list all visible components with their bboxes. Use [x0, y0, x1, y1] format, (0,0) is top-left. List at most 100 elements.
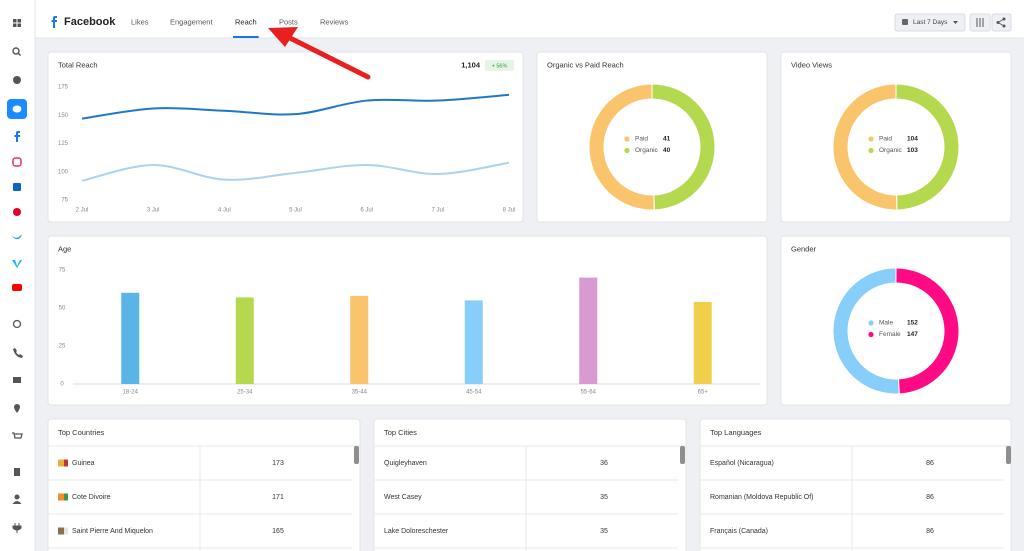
legend-swatch	[624, 147, 630, 154]
legend-value: 104	[907, 136, 918, 143]
y-tick-label: 50	[59, 306, 66, 312]
y-tick-label: 125	[58, 141, 69, 147]
legend-swatch	[868, 331, 874, 338]
tab[interactable]: Engagement	[170, 17, 213, 26]
bar	[350, 295, 369, 384]
x-tick-label: 2 Jul	[76, 208, 89, 214]
instagram-icon[interactable]	[12, 157, 22, 167]
whatsapp-icon[interactable]	[12, 319, 22, 329]
sidebar-icons	[7, 19, 27, 533]
date-range-button[interactable]	[894, 13, 966, 32]
row-value: 36	[600, 460, 608, 467]
x-tick-label: 7 Jul	[431, 208, 444, 214]
flag-stripe	[64, 493, 68, 501]
table-title: Top Cities	[384, 428, 417, 437]
line-series	[81, 161, 510, 182]
vimeo-icon[interactable]	[12, 260, 22, 268]
row-label: Cote Divoire	[72, 494, 111, 501]
bar	[235, 297, 254, 384]
card-title: Video Views	[791, 60, 832, 69]
row-label: Quigleyhaven	[384, 460, 427, 467]
change-label: + 56%	[492, 63, 508, 69]
dropdown-caret	[953, 21, 958, 24]
y-tick-label: 0	[60, 382, 64, 388]
tab[interactable]: Posts	[279, 17, 298, 26]
bar	[464, 300, 483, 384]
row-label: Guinea	[72, 460, 95, 467]
tab[interactable]: Likes	[131, 17, 149, 26]
card-top-languages	[699, 418, 1012, 551]
row-label: West Casey	[384, 494, 422, 501]
row-value: 173	[272, 460, 284, 467]
facebook-icon[interactable]	[14, 131, 21, 142]
legend-swatch	[868, 147, 874, 154]
x-tick-label: 8 Jul	[503, 208, 516, 214]
location-icon[interactable]	[14, 404, 20, 413]
line-series	[81, 93, 510, 120]
flag-stripe	[64, 527, 68, 535]
card-title: Gender	[791, 244, 817, 253]
tabs: Likes Engagement Reach Posts Reviews	[131, 17, 349, 38]
settings-icon	[976, 18, 984, 27]
twitter-icon[interactable]	[12, 234, 22, 239]
document-icon[interactable]	[14, 468, 20, 476]
phone-icon[interactable]	[13, 348, 23, 358]
legend-swatch	[624, 136, 630, 142]
donut-slice	[895, 83, 960, 211]
row-value: 86	[926, 528, 934, 535]
card-organic-paid	[536, 51, 768, 223]
row-value: 35	[600, 494, 608, 501]
legend-value: 41	[663, 136, 671, 143]
card-video-views	[780, 51, 1012, 223]
y-tick-label: 175	[58, 85, 69, 91]
legend-swatch	[868, 320, 874, 326]
card-title: Total Reach	[58, 60, 98, 69]
chat-bubble	[12, 105, 22, 113]
legend-label: Paid	[635, 136, 648, 143]
row-label: Español (Nicaragua)	[710, 460, 774, 467]
card-top-cities	[373, 418, 687, 551]
tab[interactable]: Reach	[235, 17, 257, 26]
card-title: Age	[58, 244, 71, 253]
share-icon	[996, 17, 1006, 28]
y-tick-label: 75	[59, 268, 66, 274]
share-button[interactable]	[991, 13, 1012, 32]
pinterest-icon[interactable]	[13, 208, 21, 216]
legend-label: Female	[879, 331, 901, 338]
flag-stripe	[64, 459, 68, 467]
flag-icon	[58, 493, 68, 501]
scrollbar	[1006, 446, 1011, 464]
y-tick-label: 100	[58, 169, 69, 175]
reports-icon[interactable]	[13, 76, 21, 84]
search-icon[interactable]	[12, 47, 21, 56]
top-bar	[0, 0, 1024, 38]
linkedin-icon[interactable]	[13, 183, 21, 191]
x-tick-label: 6 Jul	[360, 208, 373, 214]
change-badge	[485, 60, 514, 71]
mail-icon[interactable]	[13, 377, 21, 383]
tab[interactable]: Reviews	[320, 17, 349, 26]
card-total: 1,104	[461, 60, 481, 69]
x-tick-label: 3 Jul	[147, 208, 160, 214]
card-total-reach	[47, 51, 524, 223]
y-tick-label: 25	[59, 344, 66, 350]
page-title: Facebook	[64, 16, 116, 28]
legend-label: Organic	[879, 147, 903, 154]
table-title: Top Countries	[58, 428, 105, 437]
legend-label: Paid	[879, 136, 892, 143]
youtube-icon[interactable]	[12, 284, 22, 291]
row-value: 171	[272, 494, 284, 501]
plug-icon[interactable]	[12, 523, 22, 533]
date-range-label: Last 7 Days	[913, 19, 948, 26]
grid-icon[interactable]	[13, 19, 21, 27]
scrollbar	[680, 446, 685, 464]
card-top-countries	[47, 418, 361, 551]
row-label: Saint Pierre And Miquelon	[72, 528, 153, 535]
cart-icon[interactable]	[12, 432, 23, 439]
row-value: 86	[926, 460, 934, 467]
legend-value: 152	[907, 320, 918, 327]
user-icon[interactable]	[12, 494, 22, 505]
facebook-logo	[51, 16, 57, 28]
